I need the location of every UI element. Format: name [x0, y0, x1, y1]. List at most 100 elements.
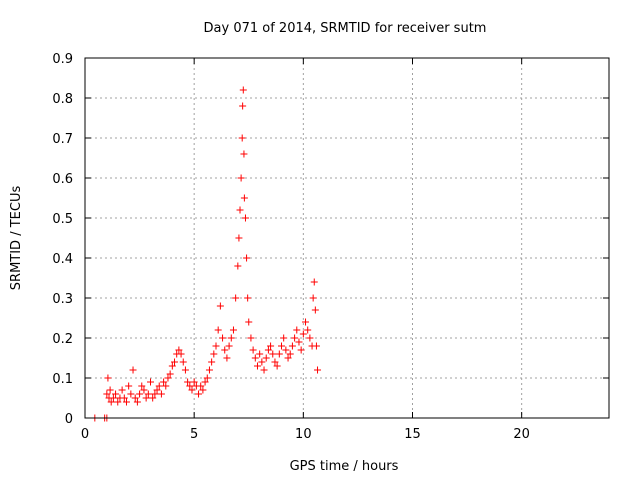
data-point	[243, 254, 251, 262]
data-point	[302, 318, 310, 326]
data-point	[267, 342, 275, 350]
data-point	[104, 374, 112, 382]
data-point	[147, 378, 154, 386]
data-point	[136, 390, 144, 398]
x-tick-label: 5	[190, 427, 198, 442]
data-point	[151, 390, 159, 398]
data-point	[168, 362, 176, 370]
data-point	[203, 374, 211, 382]
y-tick-label: 0	[65, 412, 73, 427]
data-point	[214, 326, 222, 334]
data-point	[190, 378, 198, 386]
data-point	[278, 342, 285, 350]
data-point	[282, 346, 290, 354]
data-point	[133, 398, 141, 406]
data-point	[109, 394, 117, 402]
x-tick-label: 15	[404, 427, 421, 442]
data-point	[131, 394, 139, 402]
data-point	[186, 382, 194, 390]
data-point	[299, 330, 307, 338]
data-point	[271, 358, 279, 366]
data-point	[293, 326, 301, 334]
data-point	[201, 378, 209, 386]
data-point	[240, 150, 248, 158]
data-point	[253, 362, 261, 370]
data-point	[232, 294, 240, 302]
data-point	[306, 334, 314, 342]
data-point	[256, 350, 264, 358]
data-point	[127, 390, 135, 398]
data-point	[314, 366, 322, 374]
data-point	[212, 342, 220, 350]
data-point	[118, 386, 126, 394]
data-point	[112, 390, 120, 398]
data-point	[210, 350, 218, 358]
data-point	[262, 354, 270, 362]
data-point	[149, 394, 157, 402]
y-tick-label: 0.4	[52, 252, 73, 267]
data-point	[304, 326, 312, 334]
data-point	[258, 358, 266, 366]
data-point	[129, 366, 137, 374]
data-point	[251, 354, 259, 362]
y-tick-label: 0.7	[52, 132, 73, 147]
data-point	[122, 398, 130, 406]
y-tick-label: 0.8	[52, 92, 73, 107]
x-axis-label: GPS time / hours	[290, 459, 399, 474]
data-point	[181, 366, 189, 374]
data-point	[275, 350, 283, 358]
data-point	[264, 346, 272, 354]
data-point	[240, 194, 248, 202]
data-point	[166, 370, 174, 378]
x-tick-label: 0	[81, 427, 89, 442]
y-tick-label: 0.1	[52, 372, 73, 387]
x-tick-label: 10	[295, 427, 312, 442]
data-point	[216, 302, 224, 310]
data-points	[91, 86, 322, 422]
data-point	[120, 394, 128, 402]
data-point	[225, 342, 233, 350]
data-point	[205, 366, 213, 374]
data-point	[238, 134, 246, 142]
data-point	[245, 318, 253, 326]
data-point	[249, 346, 257, 354]
data-point	[221, 346, 229, 354]
data-point	[106, 386, 114, 394]
data-point	[239, 86, 247, 94]
y-tick-label: 0.6	[52, 172, 73, 187]
data-point	[179, 358, 187, 366]
data-point	[164, 374, 172, 382]
data-point	[247, 334, 255, 342]
x-tick-label: 20	[513, 427, 530, 442]
data-point	[144, 390, 152, 398]
y-tick-label: 0.5	[52, 212, 73, 227]
data-point	[236, 206, 244, 214]
data-point	[142, 394, 150, 402]
data-point	[138, 382, 146, 390]
data-point	[260, 366, 268, 374]
data-point	[244, 294, 252, 302]
tick-labels: 0 5 10 15 20 0 0.1 0.2 0.3 0.4 0.5 0.6 0.7 0.8 0.9	[52, 52, 530, 442]
data-point	[197, 382, 205, 390]
data-point	[208, 358, 216, 366]
data-point	[312, 342, 320, 350]
data-point	[171, 358, 179, 366]
data-point	[160, 378, 168, 386]
data-point	[227, 334, 235, 342]
data-point	[295, 338, 303, 346]
data-point	[237, 174, 245, 182]
data-point	[223, 354, 231, 362]
data-point	[155, 382, 163, 390]
data-point	[241, 214, 249, 222]
data-point	[297, 346, 305, 354]
data-point	[239, 102, 247, 110]
data-point	[175, 346, 183, 354]
data-point	[219, 334, 227, 342]
data-point	[284, 354, 292, 362]
data-point	[288, 342, 296, 350]
data-point	[103, 390, 111, 398]
data-point	[140, 386, 148, 394]
data-point	[269, 350, 277, 358]
data-point	[107, 398, 115, 406]
